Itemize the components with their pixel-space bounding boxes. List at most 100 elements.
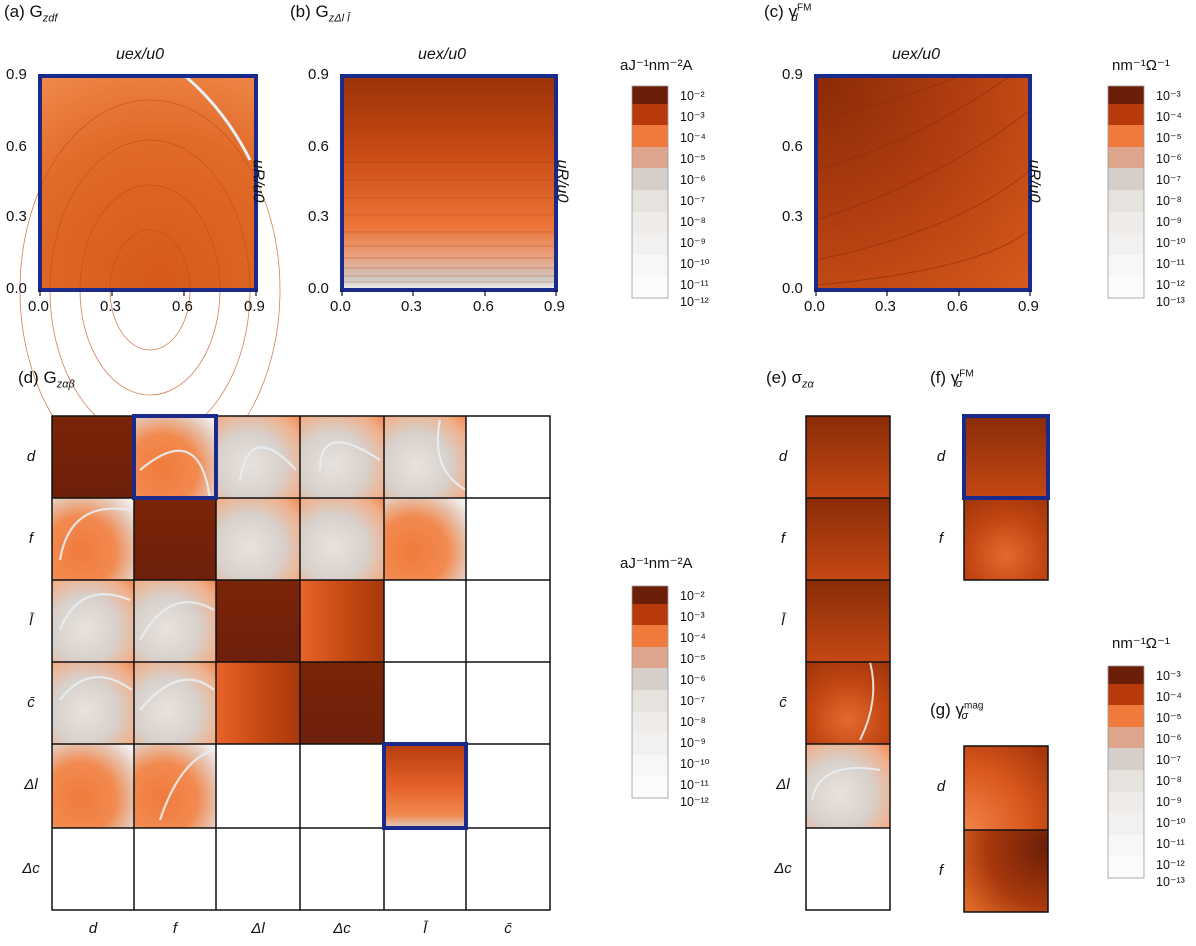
sigma-row-label: f: [780, 530, 786, 547]
xtick-a: 0.3: [100, 298, 121, 315]
cb-tick: 10⁻⁹: [680, 736, 706, 750]
ytick-a: 0.6: [6, 138, 27, 155]
matrix-row-label: c̄: [27, 694, 35, 711]
cb-tick: 10⁻³: [1156, 89, 1181, 103]
matrix-col-label: l̄: [423, 920, 427, 937]
y-axis-title-a: uR/u0: [249, 159, 267, 203]
ytick-b: 0.0: [308, 280, 329, 297]
ytick-a: 0.0: [6, 280, 27, 297]
ytick-c: 0.6: [782, 138, 803, 155]
ytick-b: 0.3: [308, 208, 329, 225]
xtick-c: 0.3: [875, 298, 896, 315]
sigma-row-label: d: [778, 448, 788, 465]
cb-tick: 10⁻⁵: [680, 652, 706, 666]
xtick-a: 0.6: [172, 298, 193, 315]
xtick-a: 0.0: [28, 298, 49, 315]
colorbar-bottom-left: [631, 585, 669, 799]
panel-d-matrix: [51, 414, 551, 911]
panel-d-label: (d) Gzαβ: [18, 368, 75, 391]
gammaMag-row-label: f: [938, 862, 944, 879]
panel-c-heatmap: [814, 74, 1032, 292]
x-axis-title-b: uex/u0: [418, 46, 467, 63]
cb-tick: 10⁻⁴: [680, 131, 706, 145]
cb-tick: 10⁻²: [680, 89, 705, 103]
cb-tick: 10⁻⁹: [680, 236, 706, 250]
matrix-col-label: Δc: [333, 920, 351, 937]
sigma-row-label: Δl: [776, 776, 790, 793]
colorbar-units-top-right: nm⁻¹Ω⁻¹: [1112, 57, 1170, 74]
panel-b-label: (b) GzΔl l̄: [290, 2, 350, 25]
matrix-col-label: d: [88, 920, 98, 937]
cb-tick: 10⁻⁵: [1156, 711, 1182, 725]
panel-a-label: (a) Gzdf: [4, 2, 58, 25]
matrix-row-label: l̄: [29, 612, 33, 629]
cb-tick: 10⁻¹¹: [1156, 257, 1185, 271]
ytick-c: 0.3: [782, 208, 803, 225]
cb-tick: 10⁻¹²: [680, 795, 709, 809]
gammaFM-row-label: d: [936, 448, 946, 465]
cb-tick: 10⁻⁸: [680, 215, 706, 229]
matrix-row-label: f: [28, 530, 34, 547]
ytick-a: 0.9: [6, 66, 27, 83]
cb-tick: 10⁻⁷: [1156, 173, 1182, 187]
xtick-c: 0.0: [804, 298, 825, 315]
cb-tick: 10⁻³: [1156, 669, 1181, 683]
y-axis-title-b: uR/u0: [553, 159, 571, 203]
panel-f-column: [962, 414, 1050, 581]
xtick-c: 0.9: [1018, 298, 1039, 315]
xtick-a: 0.9: [244, 298, 265, 315]
matrix-row-label: d: [26, 448, 36, 465]
panel-e-column: [805, 415, 891, 911]
cb-tick: 10⁻⁷: [680, 694, 706, 708]
cb-tick: 10⁻⁸: [1156, 774, 1182, 788]
cb-tick: 10⁻⁶: [1156, 732, 1182, 746]
matrix-col-label: c̄: [504, 920, 512, 937]
colorbar-units-top-left: aJ⁻¹nm⁻²A: [620, 57, 693, 74]
gammaMag-row-label: d: [936, 778, 946, 795]
cb-tick: 10⁻¹⁰: [680, 757, 710, 771]
panel-f-label: (f) γFMσ: [930, 368, 974, 391]
cb-tick: 10⁻⁹: [1156, 215, 1182, 229]
cb-tick: 10⁻⁵: [1156, 131, 1182, 145]
ytick-a: 0.3: [6, 208, 27, 225]
colorbar-units-bottom-right: nm⁻¹Ω⁻¹: [1112, 635, 1170, 652]
sigma-row-label: c̄: [779, 694, 787, 711]
cb-tick: 10⁻⁸: [680, 715, 706, 729]
tick-marks: [39, 290, 1031, 296]
cb-tick: 10⁻¹¹: [680, 278, 709, 292]
sigma-row-label: l̄: [781, 612, 785, 629]
xtick-c: 0.6: [947, 298, 968, 315]
cb-tick: 10⁻¹⁰: [1156, 236, 1186, 250]
cb-tick: 10⁻³: [680, 610, 705, 624]
cb-tick: 10⁻³: [680, 110, 705, 124]
ytick-c: 0.0: [782, 280, 803, 297]
ytick-b: 0.6: [308, 138, 329, 155]
matrix-row-label: Δl: [24, 776, 38, 793]
matrix-col-label: Δl: [251, 920, 265, 937]
cb-tick: 10⁻¹¹: [680, 778, 709, 792]
cb-tick: 10⁻⁷: [680, 194, 706, 208]
colorbar-top-right: [1107, 85, 1145, 299]
cb-tick: 10⁻¹³: [1156, 295, 1185, 309]
colorbar-top-left: [631, 85, 669, 299]
colorbar-units-bottom-left: aJ⁻¹nm⁻²A: [620, 555, 693, 572]
cb-tick: 10⁻⁴: [680, 631, 706, 645]
matrix-col-label: f: [172, 920, 178, 937]
matrix-row-label: Δc: [22, 860, 40, 877]
y-axis-title-c: uR/u0: [1025, 159, 1043, 203]
cb-tick: 10⁻⁸: [1156, 194, 1182, 208]
ytick-b: 0.9: [308, 66, 329, 83]
cb-tick: 10⁻⁵: [680, 152, 706, 166]
xtick-b: 0.0: [330, 298, 351, 315]
x-axis-title-c: uex/u0: [892, 46, 941, 63]
cb-tick: 10⁻¹³: [1156, 875, 1185, 889]
cb-tick: 10⁻¹¹: [1156, 837, 1185, 851]
xtick-b: 0.3: [401, 298, 422, 315]
colorbar-bottom-right: [1107, 665, 1145, 879]
xtick-b: 0.6: [473, 298, 494, 315]
cb-tick: 10⁻²: [680, 589, 705, 603]
panel-g-column: [963, 745, 1049, 913]
cb-tick: 10⁻⁴: [1156, 690, 1182, 704]
panel-c-label: (c) γFMd: [764, 2, 812, 25]
